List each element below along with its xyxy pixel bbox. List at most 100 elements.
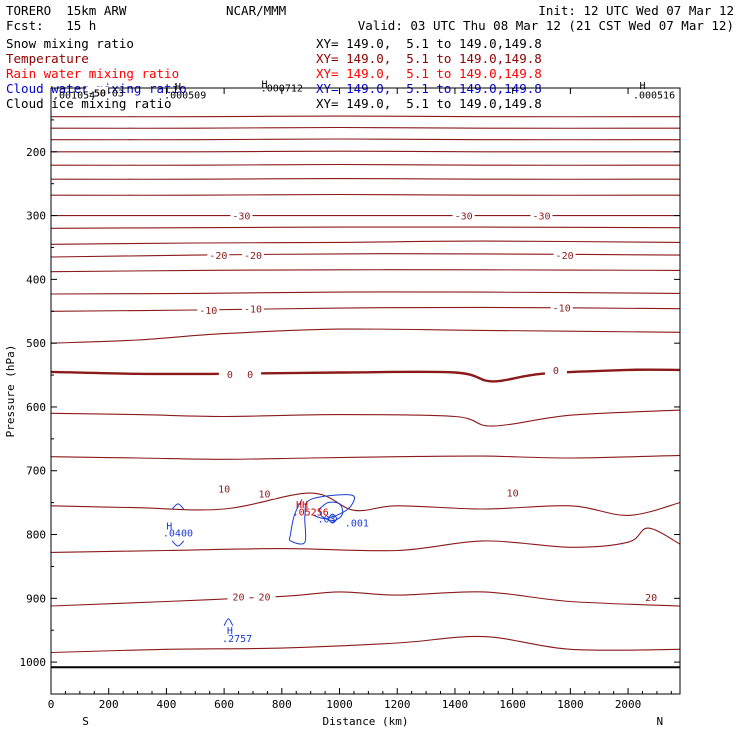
temperature-label: -10 (244, 305, 262, 316)
valid-time: Valid: 03 UTC Thu 08 Mar 12 (21 CST Wed … (357, 18, 734, 33)
temperature-label: -20 (244, 251, 262, 262)
field-xy-range: XY= 149.0, 5.1 to 149.0,149.8 (316, 36, 542, 51)
field-name: Snow mixing ratio (6, 36, 134, 51)
cloud-water-contour (327, 513, 338, 524)
temperature-label-bg (197, 303, 220, 315)
temperature-isotherm (51, 226, 680, 229)
field-name: Temperature (6, 51, 89, 66)
cloud-water-contour (318, 501, 344, 522)
temperature-label-bg (239, 367, 262, 379)
field-name: Rain water mixing ratio (6, 66, 180, 81)
mixing-ratio-max-label: -50 03 (88, 88, 124, 99)
temperature-isotherm (51, 527, 680, 553)
temperature-isotherm (51, 240, 680, 245)
temperature-label: 0 (227, 370, 233, 381)
field-name: Cloud ice mixing ratio (6, 96, 172, 111)
y-tick-label: 200 (26, 146, 46, 159)
temperature-label: 20 (258, 592, 270, 603)
temperature-isotherm (51, 409, 680, 427)
temperature-isotherm (51, 269, 680, 273)
temperature-label: -20 (556, 251, 574, 262)
temperature-label-bg (241, 302, 264, 314)
temperature-label: 20 (233, 592, 245, 603)
temperature-isotherm (51, 193, 680, 196)
plot-frame (50, 87, 681, 695)
cloud-water-label: .001 (345, 518, 369, 529)
mixing-ratio-max-label: H (639, 81, 645, 92)
temperature-isotherm (51, 454, 680, 460)
cloud-water-contour (223, 618, 234, 626)
temperature-label: -20 (209, 251, 227, 262)
cloud-water-label: H (166, 522, 172, 533)
temperature-label-bg (207, 249, 230, 261)
temperature-label: -10 (199, 306, 217, 317)
temperature-label-bg (544, 363, 567, 375)
x-tick-label: 200 (99, 698, 119, 711)
temperature-isotherm (51, 291, 680, 295)
temperature-label-bg (241, 249, 264, 261)
mixing-ratio-max-label: .001054 (53, 90, 95, 101)
mixing-ratio-max-label: .000712 (261, 83, 303, 94)
y-tick-label: 300 (26, 210, 46, 223)
temperature-isotherm (51, 163, 680, 166)
field-xy-range: XY= 149.0, 5.1 to 149.0,149.8 (316, 51, 542, 66)
mixing-ratio-max-label: H (261, 80, 267, 91)
x-axis-title: Distance (km) (322, 715, 408, 728)
temperature-isotherm (51, 126, 680, 129)
temperature-isotherm (51, 150, 680, 153)
x-tick-label: 1200 (384, 698, 411, 711)
temperature-label-bg (253, 590, 276, 602)
y-tick-label: 700 (26, 465, 46, 478)
field-xy-range: XY= 149.0, 5.1 to 149.0,149.8 (316, 96, 542, 111)
y-axis-title: Pressure (hPa) (4, 345, 17, 438)
temperature-isotherm (51, 138, 680, 141)
y-tick-label: 600 (26, 401, 46, 414)
temperature-label-bg (452, 209, 475, 221)
temperature-label-bg (253, 487, 276, 499)
cloud-water-contour (171, 540, 185, 547)
temperature-label: 0 (247, 370, 253, 381)
mixing-ratio-max-label: .000509 (164, 90, 206, 101)
x-tick-label: 400 (156, 698, 176, 711)
y-tick-label: 1000 (20, 656, 47, 669)
temperature-label: 10 (507, 488, 519, 499)
temperature-label-bg (86, 86, 109, 98)
y-tick-label: 800 (26, 529, 46, 542)
temperature-label-bg (530, 209, 553, 221)
temperature-label: -30 (455, 212, 473, 223)
temperature-label: -50 (88, 88, 106, 99)
cloud-water-label: .03 (318, 515, 336, 526)
cloud-water-contour (171, 503, 185, 510)
temperature-label: 20 (645, 593, 657, 604)
temperature-label-bg (501, 486, 524, 498)
model-title: TORERO 15km ARW (6, 3, 127, 18)
y-tick-label: 500 (26, 337, 46, 350)
temperature-label: -30 (232, 212, 250, 223)
center-label: NCAR/MMM (226, 3, 287, 18)
temperature-label-bg (550, 301, 573, 313)
south-end-label: S (82, 715, 89, 728)
temperature-isotherm (51, 591, 680, 607)
x-tick-label: 1000 (326, 698, 353, 711)
temperature-isotherm (51, 328, 680, 344)
rain-water-label: .05256 (293, 508, 329, 519)
temperature-label: 10 (258, 490, 270, 501)
temperature-isotherm (51, 492, 680, 516)
cloud-water-label: .2757 (222, 634, 252, 645)
temperature-label-bg (553, 249, 576, 261)
mixing-ratio-max-label: .000516 (633, 90, 675, 101)
north-end-label: N (656, 715, 663, 728)
temperature-label: -30 (532, 212, 550, 223)
temperature-label: 10 (218, 485, 230, 496)
x-tick-label: 1600 (499, 698, 526, 711)
temperature-isotherm (51, 115, 680, 118)
x-tick-label: 2000 (615, 698, 642, 711)
y-tick-label: 900 (26, 592, 46, 605)
rain-water-label: HH (296, 500, 308, 511)
field-xy-range: XY= 149.0, 5.1 to 149.0,149.8 (316, 66, 542, 81)
temperature-isotherm (51, 368, 680, 383)
x-tick-label: 0 (48, 698, 55, 711)
temperature-label: 0 (553, 366, 559, 377)
temperature-label-bg (213, 482, 236, 494)
